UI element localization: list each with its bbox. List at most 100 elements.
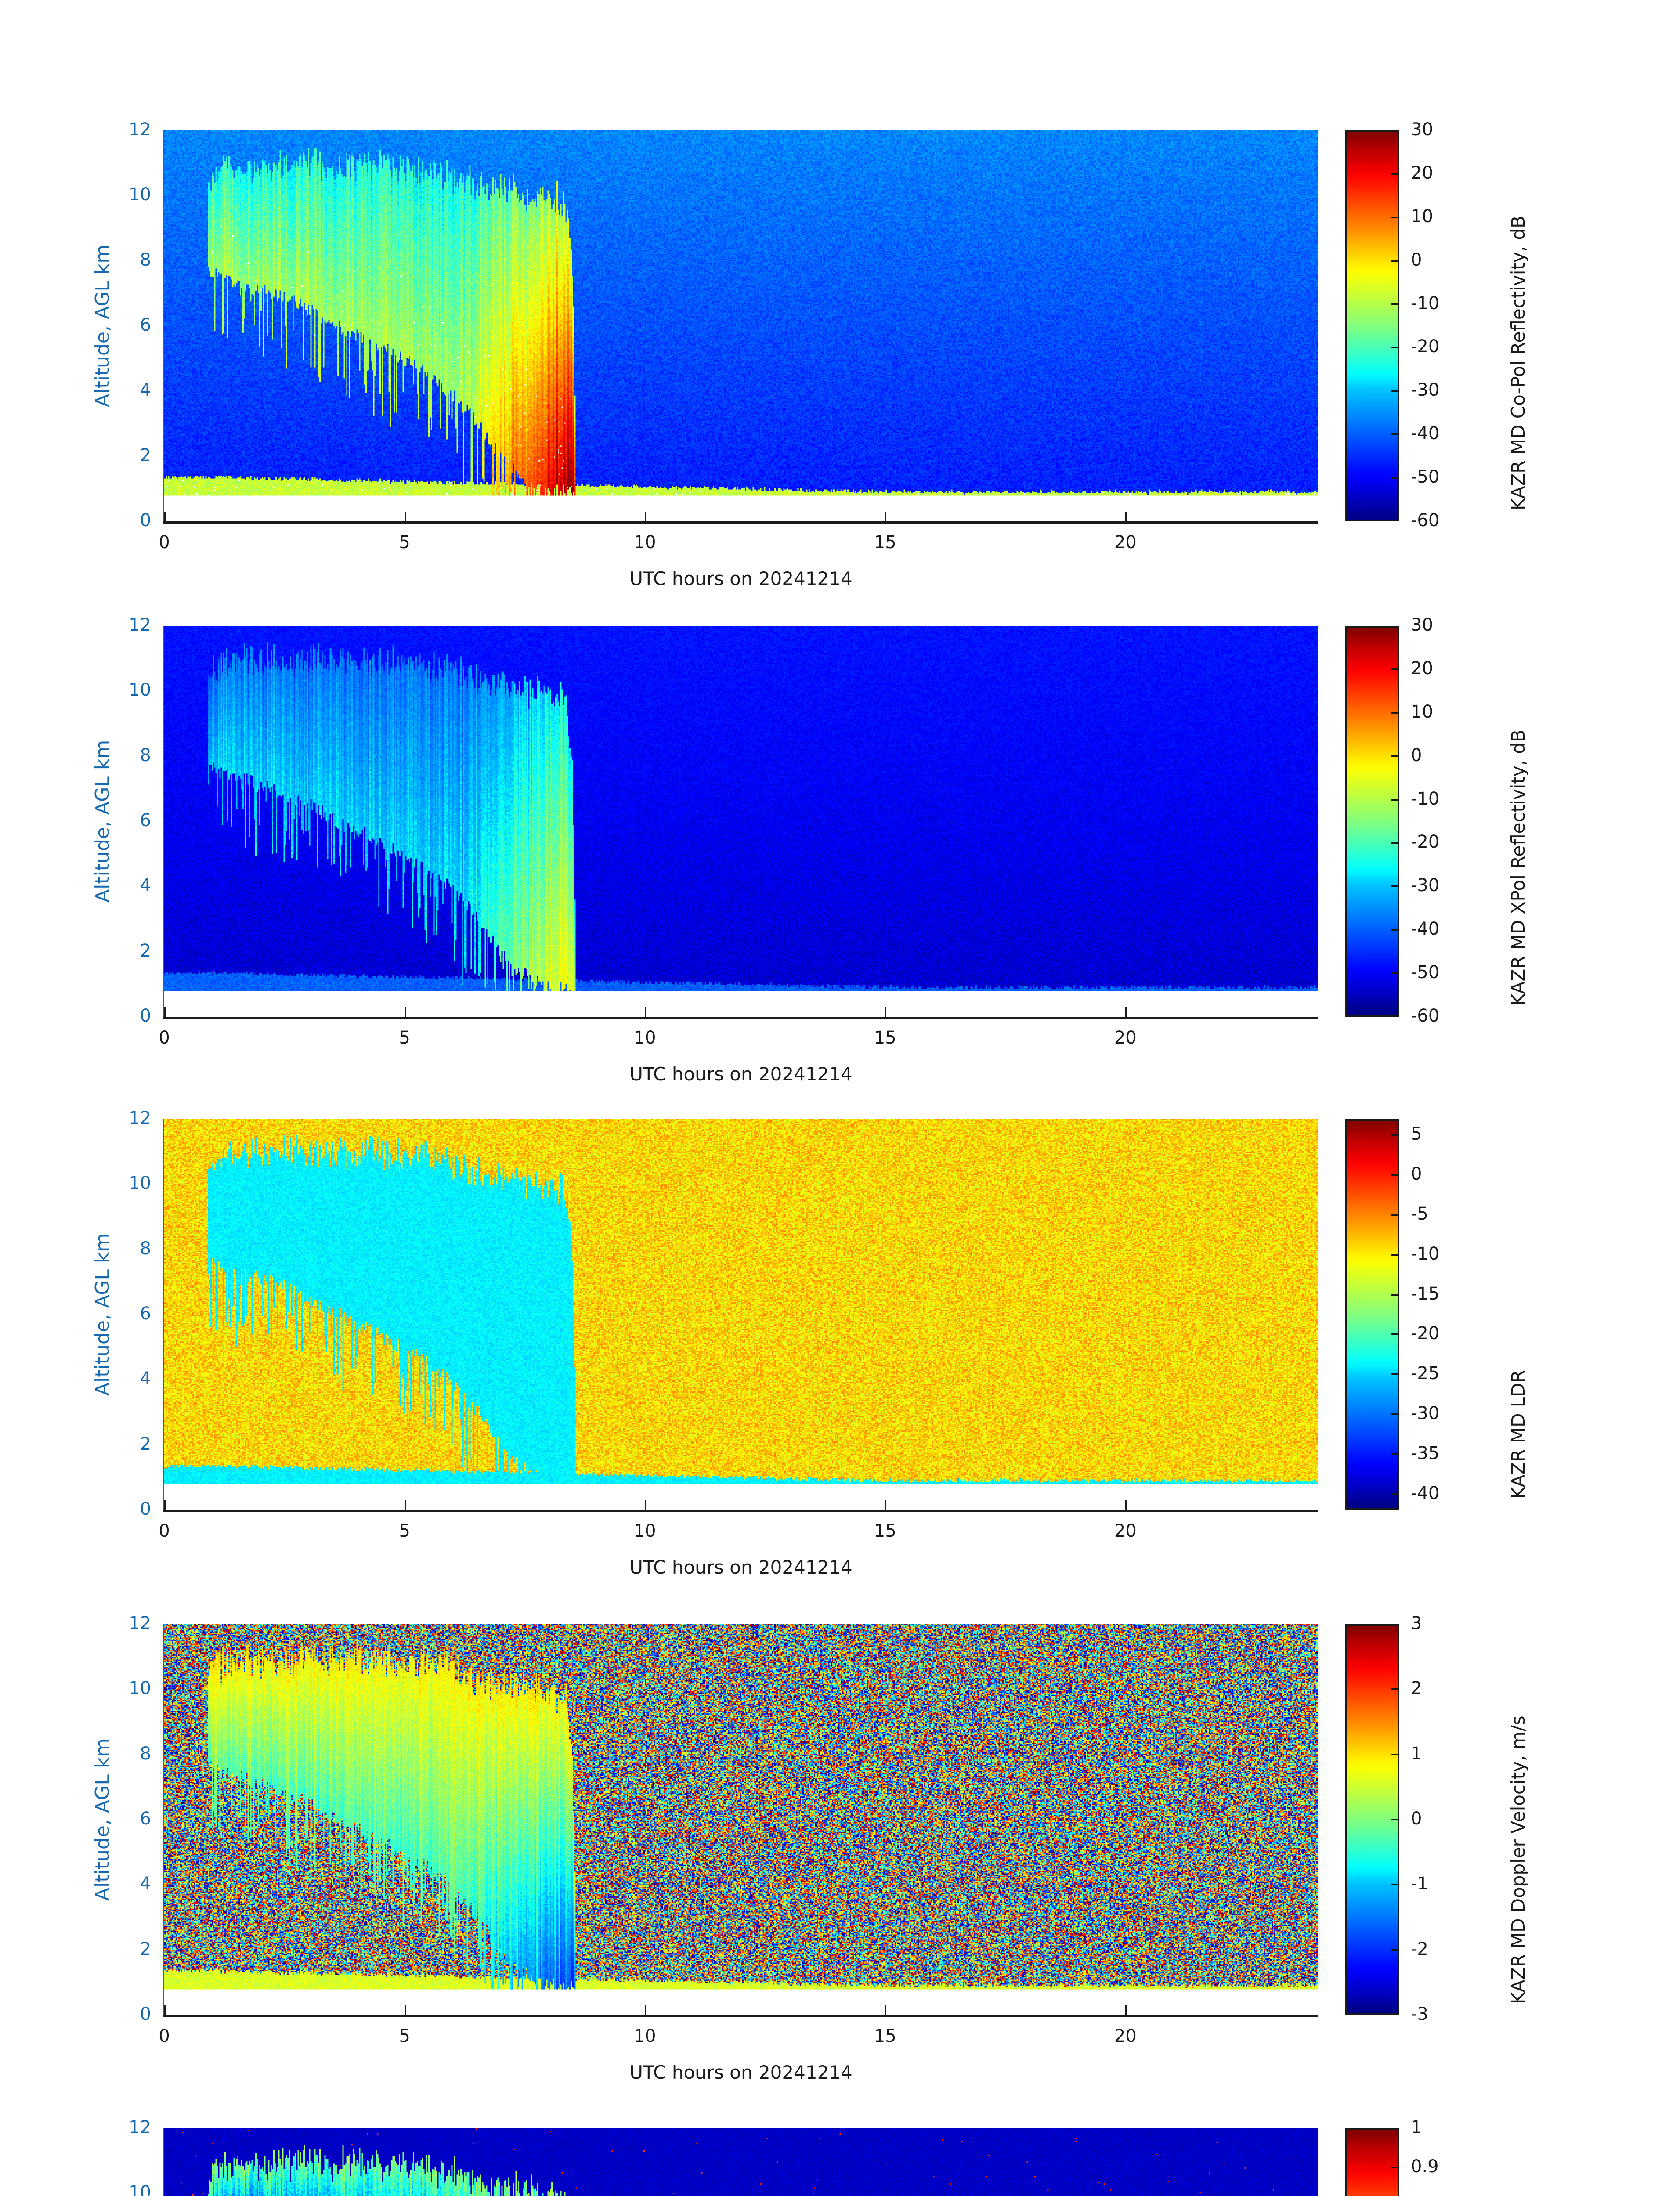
colorbar-tick-mark	[1391, 755, 1399, 757]
x-tick-mark	[405, 1007, 406, 1017]
x-tick-mark	[645, 1007, 647, 1017]
y-tick-label: 6	[140, 315, 151, 335]
x-tick-label: 0	[159, 1521, 170, 1541]
y-tick-label: 6	[140, 1809, 151, 1829]
plot-area-doppler[interactable]	[164, 1624, 1318, 2015]
y-tick-label: 0	[140, 2004, 151, 2024]
heatmap-canvas-doppler	[164, 1624, 1318, 2015]
x-tick-mark	[645, 2005, 647, 2015]
x-tick-label: 20	[1114, 532, 1137, 553]
colorbar-tick-label: -10	[1411, 1243, 1440, 1264]
x-tick-label: 10	[633, 1521, 656, 1541]
colorbar-tick-mark	[1391, 173, 1399, 175]
x-tick-label: 20	[1114, 2026, 1137, 2046]
colorbar-tick-label: -30	[1411, 1403, 1440, 1424]
colorbar-tick-mark	[1391, 668, 1399, 670]
colorbar-tick-label: -40	[1411, 919, 1440, 939]
colorbar-tick-label: -40	[1411, 1483, 1440, 1503]
colorbar-tick-label: 0	[1411, 249, 1422, 270]
y-tick-label: 10	[129, 184, 151, 205]
colorbar-tick-label: -60	[1411, 510, 1440, 531]
colorbar-label: KAZR MD LDR	[1507, 1370, 1529, 1499]
x-axis-label: UTC hours on 20241214	[629, 1063, 853, 1085]
plot-area-xpol[interactable]	[164, 626, 1318, 1017]
colorbar-tick-mark	[1391, 972, 1399, 975]
x-tick-mark	[405, 2005, 406, 2015]
x-tick-mark	[1125, 2005, 1127, 2015]
y-tick-label: 6	[140, 1304, 151, 1324]
x-tick-mark	[885, 2005, 887, 2015]
colorbar-tick-label: -25	[1411, 1363, 1440, 1384]
x-tick-label: 15	[874, 1028, 896, 1048]
x-tick-label: 20	[1114, 1028, 1137, 1048]
x-axis-label: UTC hours on 20241214	[629, 1557, 853, 1578]
colorbar-tick-label: 0	[1411, 1164, 1422, 1185]
colorbar-tick-label: -15	[1411, 1283, 1440, 1304]
x-tick-mark	[164, 2005, 166, 2015]
y-tick-label: 2	[140, 1434, 151, 1454]
colorbar-tick-mark	[1391, 885, 1399, 888]
colorbar-tick-mark	[1391, 1819, 1399, 1820]
y-tick-label: 4	[140, 380, 151, 401]
y-axis-label: Altitude, AGL km	[91, 740, 114, 903]
colorbar-tick-label: -60	[1411, 1006, 1440, 1026]
x-axis-spine	[163, 1017, 1318, 1019]
colorbar-copol[interactable]	[1345, 130, 1399, 521]
colorbar-tick-label: -30	[1411, 875, 1440, 896]
heatmap-canvas-copol	[164, 130, 1318, 521]
plot-area-copol[interactable]	[164, 130, 1318, 521]
y-tick-label: 8	[140, 249, 151, 270]
y-tick-label: 4	[140, 1874, 151, 1894]
colorbar-tick-mark	[1391, 433, 1399, 436]
colorbar-tick-label: -50	[1411, 467, 1440, 488]
y-tick-label: 12	[129, 1108, 151, 1128]
plot-area-ldr[interactable]	[164, 1119, 1318, 1510]
x-tick-label: 15	[874, 1521, 896, 1541]
x-tick-label: 15	[874, 2026, 896, 2046]
colorbar-tick-mark	[1391, 303, 1399, 305]
colorbar-tick-label: 0	[1411, 1809, 1422, 1829]
colorbar-tick-label: -50	[1411, 962, 1440, 983]
colorbar-tick-mark	[1391, 1293, 1399, 1296]
colorbar-tick-label: 20	[1411, 163, 1433, 183]
y-tick-label: 12	[129, 119, 151, 140]
colorbar-label: KAZR MD Doppler Velocity, m/s	[1507, 1716, 1529, 2004]
y-axis-label: Altitude, AGL km	[91, 1738, 114, 1901]
x-tick-mark	[164, 1500, 166, 1510]
x-axis-spine	[163, 1510, 1318, 1512]
colorbar-gradient	[1347, 2130, 1398, 2196]
colorbar-gradient	[1347, 1626, 1398, 2013]
y-tick-label: 0	[140, 1499, 151, 1519]
colorbar-tick-label: 0	[1411, 745, 1422, 766]
y-axis-spine	[163, 1119, 164, 1510]
x-tick-label: 20	[1114, 1521, 1137, 1541]
colorbar-width[interactable]	[1345, 2128, 1399, 2196]
x-tick-label: 0	[159, 1028, 170, 1048]
colorbar-tick-mark	[1391, 1214, 1399, 1216]
plot-area-width[interactable]	[164, 2128, 1318, 2196]
y-tick-label: 8	[140, 1238, 151, 1259]
colorbar-tick-label: 5	[1411, 1124, 1422, 1145]
x-tick-mark	[1125, 1007, 1127, 1017]
x-tick-mark	[164, 512, 166, 521]
colorbar-tick-mark	[1391, 798, 1399, 801]
colorbar-tick-label: -10	[1411, 293, 1440, 314]
colorbar-tick-mark	[1391, 1949, 1399, 1951]
x-tick-mark	[164, 1007, 166, 1017]
x-axis-spine	[163, 2015, 1318, 2017]
colorbar-tick-mark	[1391, 1174, 1399, 1176]
colorbar-tick-label: -2	[1411, 1939, 1428, 1959]
colorbar-tick-label: 20	[1411, 658, 1433, 679]
colorbar-tick-label: -40	[1411, 423, 1440, 444]
colorbar-xpol[interactable]	[1345, 626, 1399, 1017]
x-tick-label: 0	[159, 532, 170, 553]
colorbar-tick-mark	[1391, 1134, 1399, 1136]
x-tick-label: 15	[874, 532, 896, 553]
colorbar-ldr[interactable]	[1345, 1119, 1399, 1510]
y-tick-label: 2	[140, 940, 151, 961]
colorbar-tick-label: -1	[1411, 1874, 1428, 1894]
heatmap-canvas-ldr	[164, 1119, 1318, 1510]
x-axis-label: UTC hours on 20241214	[629, 568, 853, 589]
x-tick-label: 5	[399, 1028, 410, 1048]
